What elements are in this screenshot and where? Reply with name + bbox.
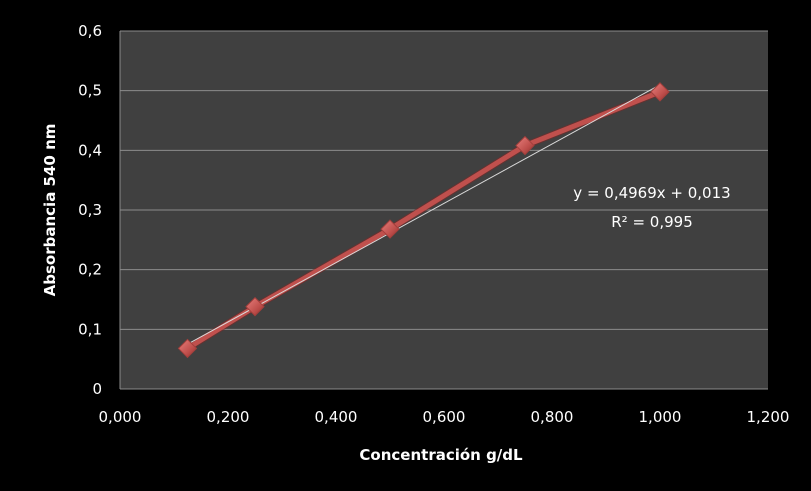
x-tick-label: 0,400 — [315, 408, 358, 426]
data-point-marker — [245, 296, 265, 317]
gridlines — [120, 30, 768, 330]
y-tick-label: 0,4 — [78, 141, 102, 159]
axes — [119, 31, 768, 390]
x-tick-label: 0,200 — [207, 408, 250, 426]
x-axis-title: Concentración g/dL — [359, 446, 523, 464]
x-tick-label: 1,000 — [639, 408, 682, 426]
y-tick-label: 0,6 — [78, 22, 102, 40]
y-tick-label: 0,5 — [78, 82, 102, 100]
x-tick-label: 1,200 — [747, 408, 790, 426]
data-point-marker — [515, 135, 535, 156]
x-tick-label: 0,600 — [423, 408, 466, 426]
y-tick-label: 0,3 — [78, 201, 102, 219]
x-tick-labels: 0,000 0,200 0,400 0,600 0,800 1,000 1,200 — [99, 408, 790, 426]
trendline-layer — [187, 84, 661, 345]
y-tick-labels: 0 0,1 0,2 0,3 0,4 0,5 0,6 — [78, 22, 102, 398]
y-axis-title: Absorbancia 540 nm — [41, 124, 59, 297]
markers — [177, 82, 670, 359]
x-tick-label: 0,000 — [99, 408, 142, 426]
data-point-marker — [177, 338, 198, 359]
trendline-r-squared: R² = 0,995 — [611, 213, 692, 231]
trendline — [187, 84, 661, 345]
y-tick-label: 0,1 — [78, 320, 102, 338]
y-tick-label: 0 — [92, 380, 102, 398]
x-tick-label: 0,800 — [531, 408, 574, 426]
data-point-marker — [380, 219, 400, 239]
data-point-marker — [650, 82, 670, 102]
y-tick-label: 0,2 — [78, 261, 102, 279]
trendline-equation: y = 0,4969x + 0,013 — [573, 184, 730, 202]
